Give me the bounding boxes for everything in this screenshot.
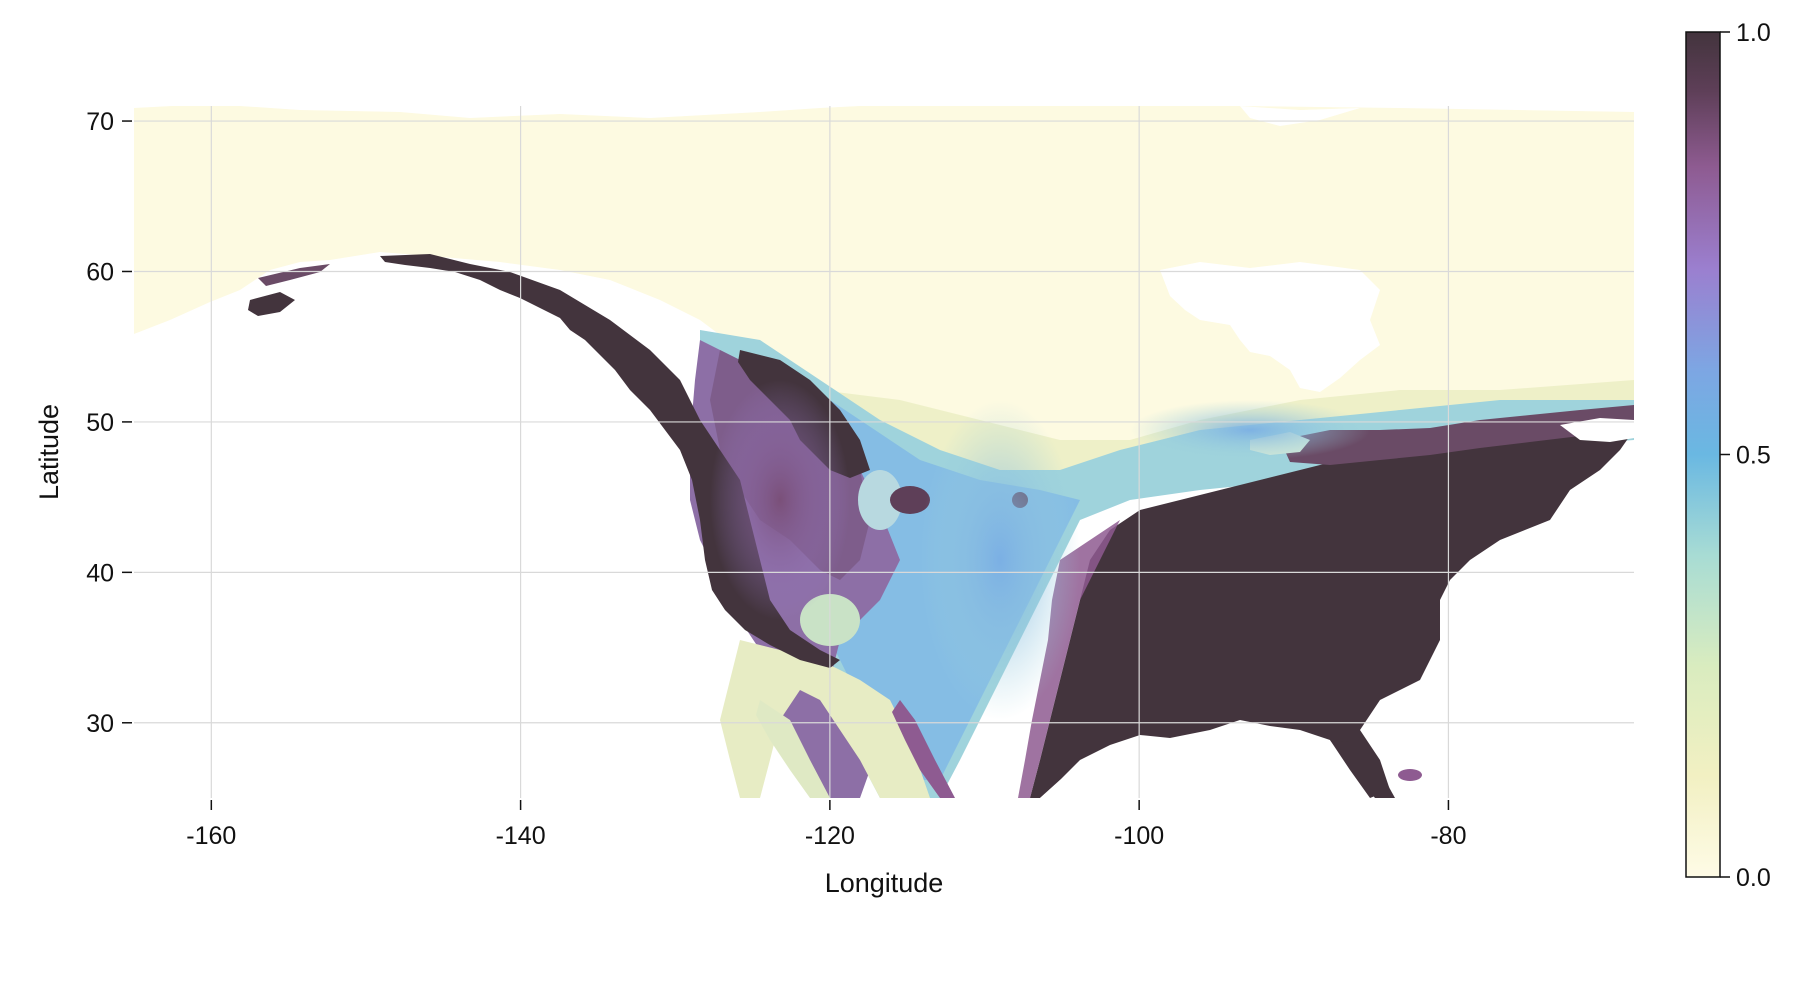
sierra-madre-band <box>892 700 955 798</box>
hudson-bay <box>1160 262 1380 392</box>
y-tick-label: 50 <box>86 409 114 437</box>
x-tick-label: -100 <box>1114 822 1164 850</box>
region-desert-southwest <box>720 640 930 798</box>
colorbar-gradient <box>1685 31 1721 878</box>
cuba-fragment <box>1398 769 1422 781</box>
y-tick-label: 70 <box>86 108 114 136</box>
great-lakes-margin <box>1280 405 1634 465</box>
y-tick-label: 40 <box>86 559 114 587</box>
x-axis-title: Longitude <box>825 868 944 898</box>
eastern-purple-fringe <box>1018 520 1120 798</box>
x-axis-ticks: -160 -140 -120 -100 -80 <box>186 800 1467 850</box>
lakes-blue-haze <box>1130 400 1370 460</box>
plains-blue-haze <box>920 400 1080 720</box>
kenai-strip <box>258 264 330 286</box>
wasatch-pocket <box>858 470 902 530</box>
y-tick-label: 30 <box>86 710 114 738</box>
x-tick-label: -120 <box>805 822 855 850</box>
plot-area: -160 -140 -120 -100 -80 30 40 50 60 70 Longitude… <box>34 106 1634 898</box>
y-axis-title: Latitude <box>34 404 64 500</box>
baja-peninsula <box>756 700 830 798</box>
gulf-of-st-lawrence-water <box>1560 418 1634 442</box>
cascade-pocket <box>890 486 930 514</box>
colorbar: 0.0 0.5 1.0 <box>1685 19 1771 892</box>
map-raster <box>134 106 1634 798</box>
colorbar-ticks: 0.0 0.5 1.0 <box>1720 19 1771 892</box>
gridlines <box>134 106 1634 798</box>
y-tick-label: 60 <box>86 258 114 286</box>
colorbar-tick-label: 0.5 <box>1736 442 1771 470</box>
gulf-of-mexico-water <box>1040 728 1360 798</box>
florida-peninsula <box>1330 740 1395 798</box>
region-eastern-united-states <box>1030 430 1634 798</box>
colorbar-tick-label: 0.0 <box>1736 864 1771 892</box>
x-tick-label: -80 <box>1430 822 1466 850</box>
rockies-purple-haze <box>710 380 850 620</box>
colorbar-tick-label: 1.0 <box>1736 19 1771 47</box>
x-tick-label: -140 <box>496 822 546 850</box>
x-tick-label: -160 <box>186 822 236 850</box>
kodiak-island <box>248 292 295 316</box>
y-axis-ticks: 30 40 50 60 70 <box>86 108 132 738</box>
